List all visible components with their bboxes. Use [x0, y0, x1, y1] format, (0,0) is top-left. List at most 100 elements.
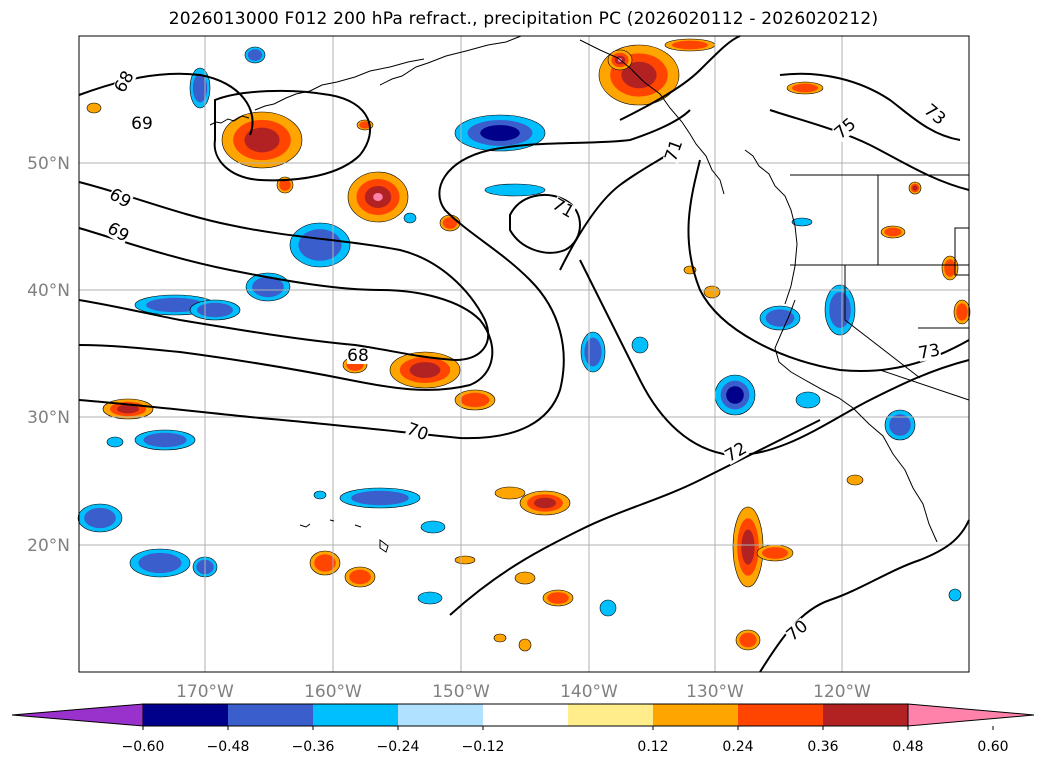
refractivity-contours [78, 35, 970, 673]
positive-precip-anomaly [493, 633, 507, 643]
bc-coast [579, 39, 725, 195]
contour-71-north [619, 35, 741, 121]
positive-precip-anomaly [442, 217, 458, 229]
hawaii-island-3 [354, 524, 362, 528]
colorbar-tick-label: −0.60 [122, 739, 165, 755]
negative-precip-anomaly [795, 391, 821, 409]
colorbar-tick-label: 0.60 [977, 739, 1008, 755]
positive-precip-anomaly [741, 529, 755, 565]
hawaii-island-1 [299, 523, 311, 528]
colorbar-extend-high [907, 703, 1035, 727]
negative-precip-anomaly [252, 276, 284, 298]
contour-71-loop [509, 194, 581, 254]
positive-precip-anomaly [884, 227, 902, 237]
us-mexico-border [879, 369, 970, 401]
positive-precip-anomaly [514, 571, 536, 585]
colorbar-tick-label: 0.48 [892, 739, 923, 755]
contour-label-bg [783, 617, 811, 645]
contour-label-bg [106, 186, 134, 211]
wa-or-coast [744, 149, 798, 305]
colorbar-segment [823, 704, 908, 726]
contour-label-bg [917, 342, 942, 362]
contour-label-bg [921, 101, 949, 129]
negative-precip-anomaly [197, 302, 233, 318]
longitude-label: 130°W [686, 682, 744, 702]
colorbar-segment [398, 704, 483, 726]
positive-precip-anomaly [846, 474, 864, 486]
contour-label-bg [404, 420, 431, 444]
coastlines [209, 35, 970, 553]
negative-precip-anomaly [631, 336, 649, 354]
hawaii-island-2 [329, 519, 335, 522]
negative-precip-anomaly [403, 212, 417, 224]
positive-precip-anomaly [117, 404, 139, 414]
positive-precip-anomaly [460, 392, 490, 408]
contour-label: 73 [917, 340, 942, 363]
negative-precip-anomaly [420, 520, 446, 534]
colorbar-tick-label: −0.24 [377, 739, 420, 755]
negative-precip-anomaly [351, 490, 409, 506]
positive-precip-anomaly [534, 497, 556, 509]
negative-precip-anomaly [484, 183, 546, 197]
contour-label: 69 [131, 114, 153, 134]
positive-precip-anomaly [359, 121, 371, 129]
contour-73 [687, 159, 970, 373]
negative-precip-anomaly [146, 297, 204, 313]
contour-75 [769, 109, 970, 191]
contour-69 [78, 181, 490, 362]
positive-precip-anomaly [518, 638, 532, 652]
negative-precip-anomaly [84, 507, 116, 529]
colorbar-segment [483, 704, 568, 726]
contour-71-south [449, 419, 821, 616]
map-title: 2026013000 F012 200 hPa refract., precip… [168, 9, 879, 29]
colorbar-segment [738, 704, 823, 726]
colorbar-extend-low [11, 703, 144, 727]
alaska-coast-west [254, 58, 425, 111]
positive-precip-anomaly [314, 554, 336, 572]
contour-68 [78, 227, 494, 391]
negative-precip-anomaly [298, 229, 342, 261]
positive-precip-anomaly [494, 486, 526, 500]
contour-label-bg [131, 116, 153, 132]
positive-precip-anomaly [279, 179, 291, 191]
colorbar: −0.60 −0.48 −0.36 −0.24 −0.12 0.12 0.24 0.36 0.4… [11, 703, 1035, 755]
latitude-label: 40°N [27, 281, 70, 301]
positive-precip-anomaly [373, 193, 383, 201]
positive-precip-anomaly [349, 569, 371, 585]
colorbar-tick-label: −0.12 [462, 739, 505, 755]
contour-label: 68 [347, 346, 369, 366]
positive-precip-anomaly [244, 127, 280, 153]
contour-label-bg [722, 440, 750, 465]
negative-precip-anomaly [791, 217, 813, 227]
colorbar-tick-label: −0.36 [292, 739, 335, 755]
positive-precip-anomaly [762, 547, 788, 559]
colorbar-tick-label: 0.12 [637, 739, 668, 755]
positive-precip-anomaly [739, 632, 757, 648]
latitude-labels: 50°N 40°N 30°N 20°N [27, 154, 70, 556]
negative-precip-anomaly [599, 599, 617, 617]
contour-69-loop-nw [213, 89, 371, 182]
contour-label-bg [112, 68, 137, 96]
longitude-label: 160°W [304, 682, 362, 702]
colorbar-segment [653, 704, 738, 726]
positive-precip-anomaly [944, 259, 956, 277]
colorbar-segment [568, 704, 653, 726]
ca-coast [774, 299, 938, 543]
negative-precip-anomaly [584, 337, 602, 367]
contour-label-bg [347, 348, 369, 364]
negative-precip-anomaly [948, 588, 962, 602]
colorbar-segment [228, 704, 313, 726]
contour-label-bg [831, 115, 859, 143]
longitude-label: 140°W [560, 682, 618, 702]
colorbar-tick-label: −0.48 [207, 739, 250, 755]
contour-label-bg [104, 220, 132, 245]
map-frame [78, 35, 970, 673]
contour-label-bg [662, 137, 686, 164]
latitude-label: 20°N [27, 536, 70, 556]
positive-precip-anomaly [956, 303, 968, 321]
negative-precip-anomaly [138, 552, 182, 574]
positive-precip-anomaly [912, 185, 918, 191]
positive-precip-anomaly [703, 285, 721, 299]
longitude-labels: 170°W 160°W 150°W 140°W 130°W 120°W [176, 682, 871, 702]
